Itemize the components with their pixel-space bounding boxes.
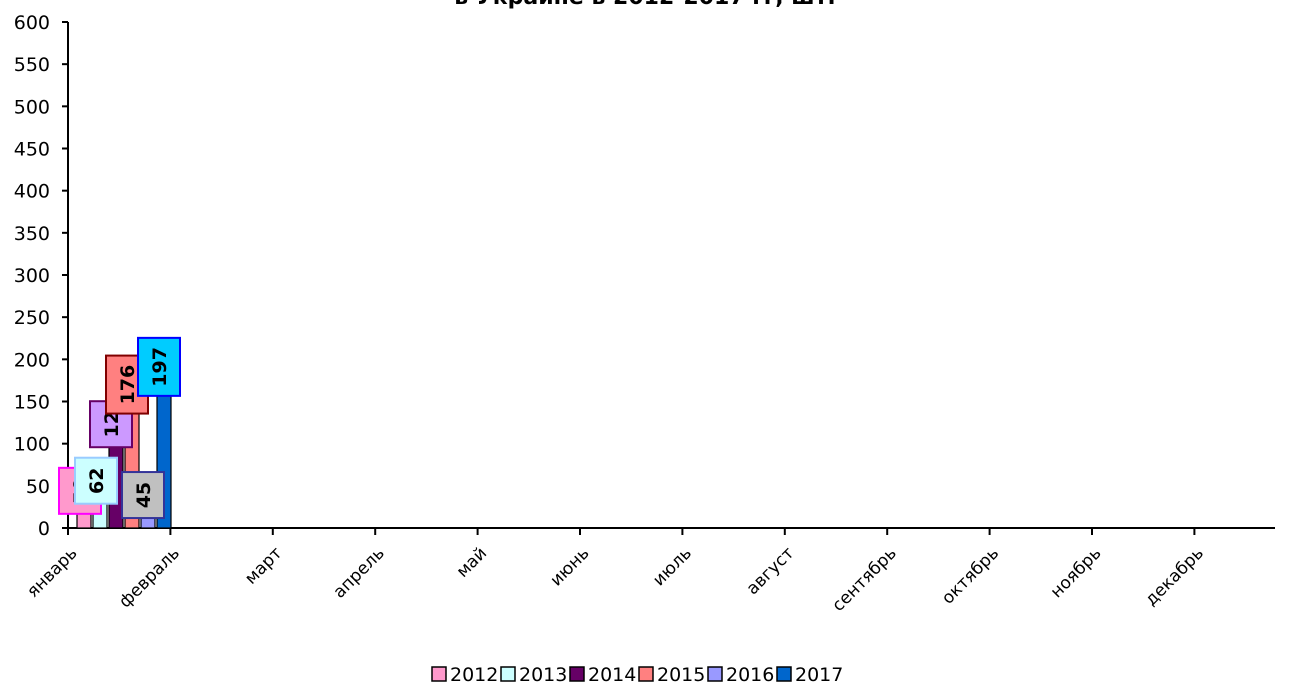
- legend-label-2014: 2014: [588, 664, 636, 686]
- x-tick-label: июль: [649, 543, 696, 590]
- legend-swatch-2013: [500, 666, 516, 682]
- data-label-box-2016: [121, 471, 165, 520]
- x-tick-label: август: [743, 543, 799, 599]
- legend-swatch-2017: [776, 666, 792, 682]
- data-label-2016: 45: [133, 482, 155, 508]
- x-tick-label: апрель: [330, 543, 389, 602]
- legend-swatch-2015: [638, 666, 654, 682]
- y-tick-label: 300: [14, 265, 50, 287]
- legend-label-2015: 2015: [657, 664, 705, 686]
- chart-title: в Украине в 2012-2017 гг, шт.: [454, 0, 836, 10]
- legend-label-2016: 2016: [726, 664, 774, 686]
- x-tick-label: декабрь: [1141, 543, 1208, 610]
- x-tick-label: сентябрь: [828, 543, 900, 615]
- legend-label-2017: 2017: [795, 664, 843, 686]
- y-tick-label: 550: [14, 54, 50, 76]
- y-tick-label: 0: [38, 518, 50, 540]
- x-tick-label: январь: [23, 543, 81, 601]
- data-label-box-2017: [137, 336, 181, 397]
- x-tick-label: июнь: [547, 543, 594, 590]
- y-tick-label: 400: [14, 181, 50, 203]
- y-tick-label: 250: [14, 307, 50, 329]
- x-tick-label: февраль: [115, 543, 184, 612]
- y-tick-label: 50: [26, 476, 50, 498]
- y-tick-label: 450: [14, 139, 50, 161]
- data-label-2017: 197: [149, 347, 171, 387]
- legend-swatch-2012: [431, 666, 447, 682]
- legend-swatch-2016: [707, 666, 723, 682]
- y-tick-label: 200: [14, 349, 50, 371]
- y-tick-label: 350: [14, 223, 50, 245]
- x-tick-label: ноябрь: [1047, 543, 1106, 602]
- y-tick-label: 100: [14, 434, 50, 456]
- data-label-2015: 176: [117, 365, 139, 405]
- legend-label-2012: 2012: [450, 664, 498, 686]
- data-label-2014: 12: [101, 411, 123, 437]
- legend-label-2013: 2013: [519, 664, 567, 686]
- x-tick-label: март: [241, 543, 286, 588]
- data-label-2013: 62: [86, 467, 108, 493]
- y-tick-label: 150: [14, 392, 50, 414]
- legend-swatch-2014: [569, 666, 585, 682]
- y-tick-label: 600: [14, 12, 50, 34]
- data-label-box-2013: [74, 456, 118, 505]
- x-tick-label: май: [453, 543, 491, 581]
- x-tick-label: октябрь: [938, 543, 1003, 608]
- y-tick-label: 500: [14, 96, 50, 118]
